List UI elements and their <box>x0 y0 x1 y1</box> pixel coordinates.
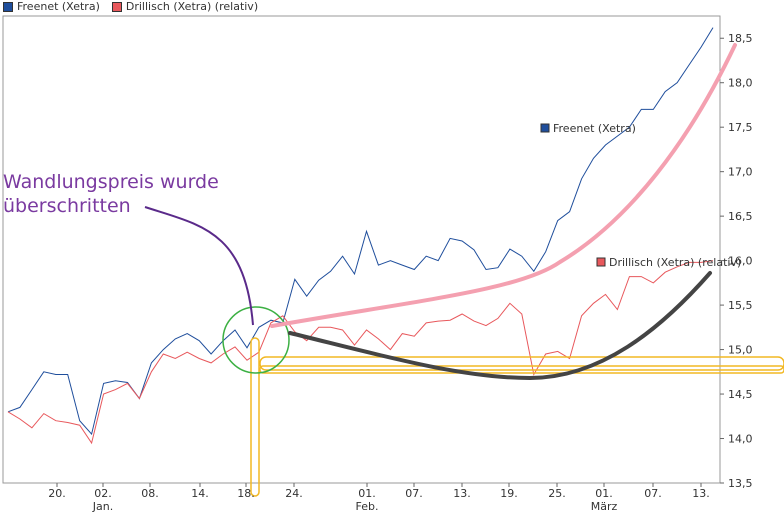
x-tick-sublabel: Jan. <box>92 500 113 513</box>
annotation-line-2: überschritten <box>3 195 131 217</box>
x-tick-sublabel: März <box>591 500 618 513</box>
series-line-drillisch <box>7 260 714 445</box>
y-tick-label: 18,5 <box>728 32 753 45</box>
x-tick-label: 07. <box>644 487 662 500</box>
y-tick-label: 16,5 <box>728 210 753 223</box>
series-label-swatch <box>596 257 606 267</box>
x-tick-sublabel: Feb. <box>356 500 379 513</box>
y-tick-label: 15,0 <box>728 344 753 357</box>
legend-item-freenet: Freenet (Xetra) <box>3 0 100 13</box>
annotation-line-1: Wandlungspreis wurde <box>3 171 219 193</box>
y-tick-label: 17,0 <box>728 166 753 179</box>
x-tick-label: 08. <box>141 487 159 500</box>
trend-curve-up <box>270 43 737 328</box>
x-tick-label: 19. <box>500 487 518 500</box>
legend-swatch-drillisch <box>111 1 122 12</box>
legend-label-drillisch: Drillisch (Xetra) (relativ) <box>125 0 259 13</box>
legend-label-freenet: Freenet (Xetra) <box>17 0 100 13</box>
series-label-text: Freenet (Xetra) <box>553 122 636 135</box>
series-line-freenet <box>7 27 714 436</box>
x-tick-label: 13. <box>692 487 710 500</box>
x-tick-label: 07. <box>405 487 423 500</box>
highlight-band-upper <box>259 356 784 371</box>
trend-curve-down <box>288 271 712 381</box>
series-layer: Freenet (Xetra) Drillisch (Xetra) (relati… <box>7 27 741 445</box>
y-tick-label: 15,5 <box>728 299 753 312</box>
legend-swatch-freenet <box>3 1 13 12</box>
x-tick-label: 01. <box>358 487 376 500</box>
x-tick-label: 20. <box>48 487 66 500</box>
x-tick-label: 18. <box>237 487 255 500</box>
annotation-arrow <box>144 206 254 326</box>
overlay-layer <box>144 43 784 497</box>
legend-item-drillisch: Drillisch (Xetra) (relativ) <box>111 0 259 13</box>
x-tick-label: 13. <box>453 487 471 500</box>
plot-frame <box>2 15 721 484</box>
y-tick-label: 13,5 <box>728 477 753 490</box>
series-label-swatch <box>540 123 550 133</box>
highlight-band-lower <box>259 365 784 374</box>
x-tick-label: 01. <box>595 487 613 500</box>
axis-layer: 13,5 14,0 14,5 15,0 15,5 16,0 16,5 17,0 17,5 18,0… <box>48 32 752 513</box>
y-tick-label: 14,0 <box>728 433 753 446</box>
highlight-vertical <box>250 337 260 497</box>
y-tick-label: 14,5 <box>728 388 753 401</box>
y-tick-label: 17,5 <box>728 121 753 134</box>
y-tick-label: 16,0 <box>728 255 753 268</box>
highlight-circle <box>222 306 290 374</box>
x-tick-label: 02. <box>94 487 112 500</box>
chart-legend: Freenet (Xetra) Drillisch (Xetra) (relat… <box>3 0 258 13</box>
series-label-text: Drillisch (Xetra) (relativ) <box>609 256 741 269</box>
x-tick-label: 14. <box>191 487 209 500</box>
x-tick-label: 24. <box>285 487 303 500</box>
y-tick-label: 18,0 <box>728 77 753 90</box>
x-tick-label: 25. <box>548 487 566 500</box>
